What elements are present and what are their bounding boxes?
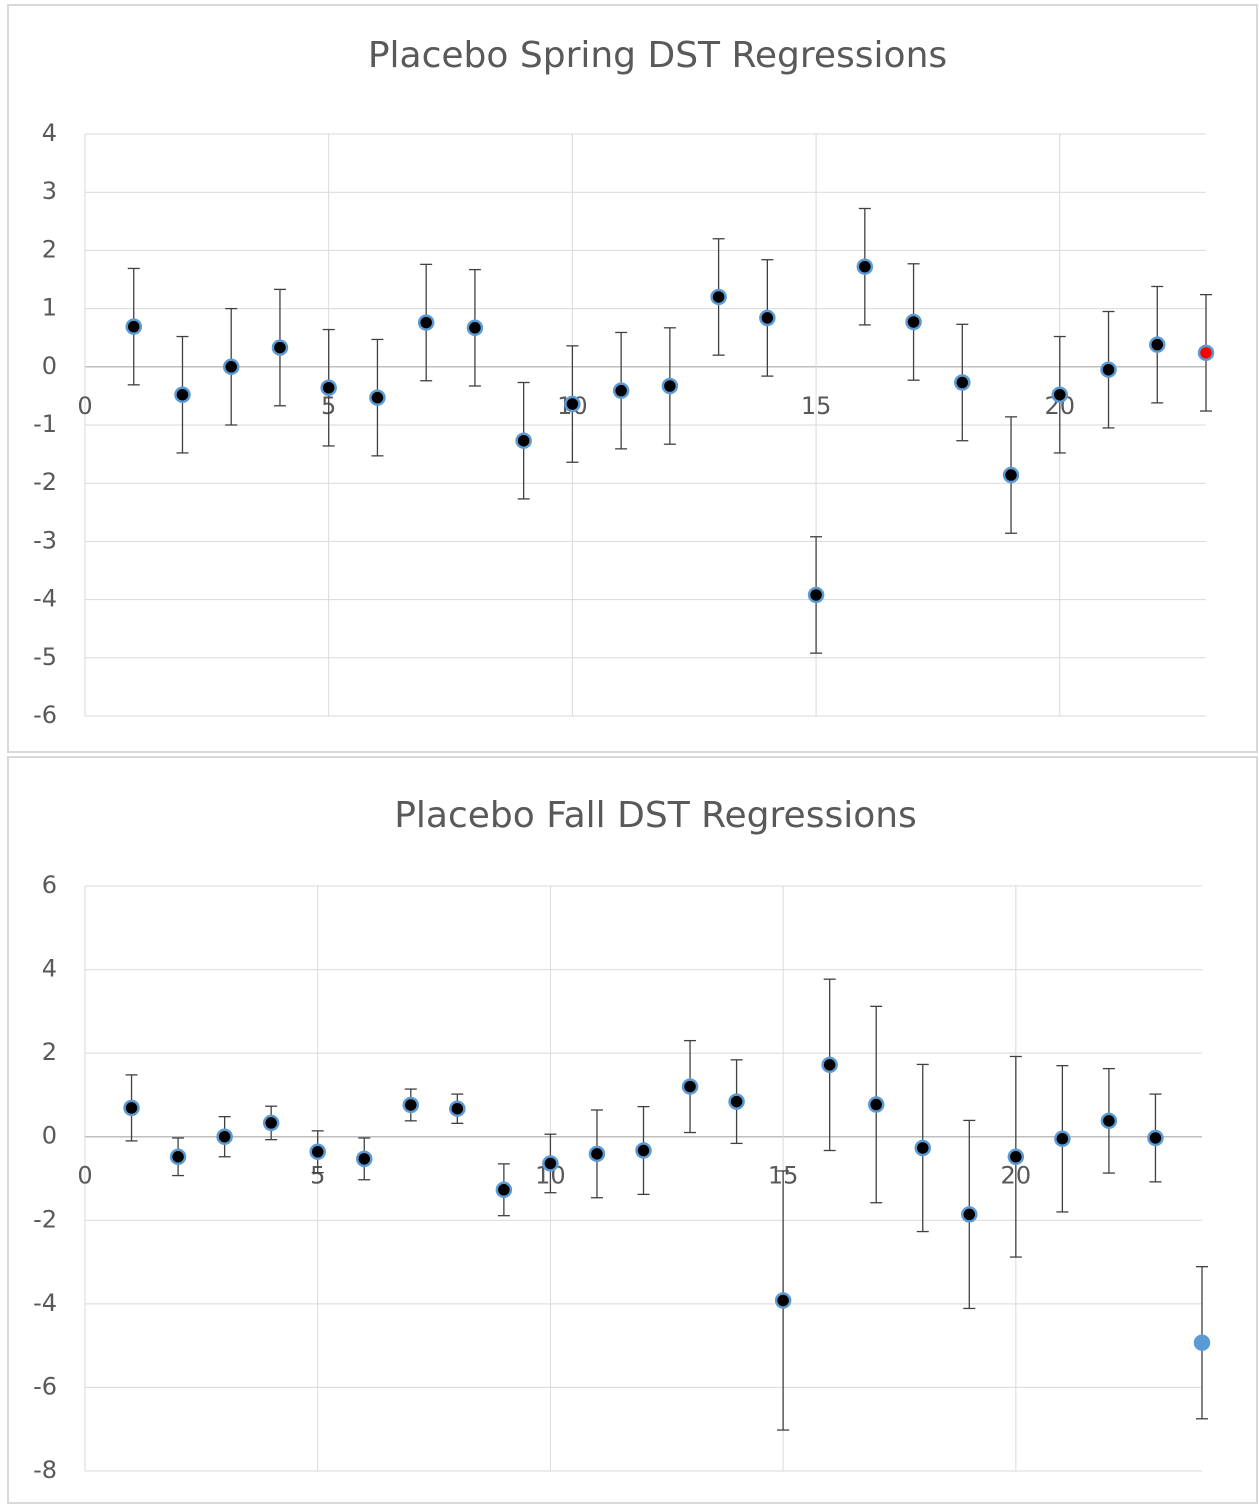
data-point xyxy=(807,586,825,604)
data-point xyxy=(1147,1129,1164,1147)
data-point xyxy=(542,1155,559,1172)
y-tick-label: 0 xyxy=(42,1122,57,1150)
y-tick-label: -2 xyxy=(33,1205,57,1233)
data-point xyxy=(123,1099,140,1117)
data-point xyxy=(564,395,581,413)
data-point xyxy=(867,1096,885,1113)
y-tick-label: 6 xyxy=(42,871,57,899)
y-tick-label: -2 xyxy=(33,468,57,496)
data-point xyxy=(612,382,630,399)
y-tick-label: 3 xyxy=(42,177,57,205)
y-tick-label: 0 xyxy=(42,352,57,380)
data-point xyxy=(222,358,240,376)
chart-title: Placebo Spring DST Regressions xyxy=(368,35,947,76)
data-point xyxy=(728,1093,745,1110)
x-tick-label: 0 xyxy=(77,1162,92,1190)
y-tick-label: 4 xyxy=(42,955,57,983)
data-point xyxy=(774,1292,792,1309)
y-tick-label: -6 xyxy=(33,1372,57,1400)
y-tick-label: -1 xyxy=(33,410,57,438)
y-tick-label: 2 xyxy=(42,235,57,263)
y-tick-label: -3 xyxy=(33,526,57,554)
data-point xyxy=(681,1078,699,1095)
data-point xyxy=(1051,386,1069,403)
y-tick-label: 2 xyxy=(42,1038,57,1066)
data-point xyxy=(402,1096,420,1114)
data-point xyxy=(1100,361,1117,378)
y-tick-label: 1 xyxy=(42,294,57,322)
data-point xyxy=(271,339,289,356)
data-point xyxy=(449,1100,466,1117)
data-point xyxy=(1007,1148,1025,1166)
data-point xyxy=(635,1142,652,1159)
data-point xyxy=(914,1139,931,1157)
data-point xyxy=(905,313,922,331)
x-tick-label: 0 xyxy=(77,392,92,420)
data-point xyxy=(1197,344,1215,362)
data-point xyxy=(1100,1112,1118,1130)
chart-panel xyxy=(7,756,1258,1504)
data-point xyxy=(954,374,971,391)
data-point xyxy=(515,432,532,449)
data-point xyxy=(262,1114,280,1132)
data-point xyxy=(174,386,191,403)
data-point xyxy=(466,319,484,337)
data-point xyxy=(417,314,435,331)
data-point xyxy=(216,1128,233,1145)
x-tick-label: 15 xyxy=(801,392,832,420)
data-point xyxy=(309,1143,326,1161)
y-tick-label: -4 xyxy=(33,585,57,613)
data-point xyxy=(1054,1130,1071,1148)
data-point xyxy=(125,318,142,335)
y-tick-label: -5 xyxy=(33,643,57,671)
data-point xyxy=(1193,1334,1211,1351)
data-point xyxy=(759,309,776,327)
data-point xyxy=(369,389,386,406)
data-point xyxy=(821,1056,838,1074)
data-point xyxy=(169,1148,187,1166)
data-point xyxy=(356,1150,373,1168)
data-point xyxy=(320,379,337,397)
chart-title: Placebo Fall DST Regressions xyxy=(394,795,917,836)
data-point xyxy=(961,1206,978,1223)
data-point xyxy=(1002,466,1020,484)
y-tick-label: -8 xyxy=(33,1456,57,1484)
data-point xyxy=(661,377,679,395)
y-tick-label: 4 xyxy=(42,119,57,147)
y-tick-label: -4 xyxy=(33,1289,57,1317)
data-point xyxy=(710,288,727,306)
data-point xyxy=(856,258,874,275)
y-tick-label: -6 xyxy=(33,701,57,729)
data-point xyxy=(588,1145,606,1163)
chart-panel xyxy=(7,4,1258,753)
data-point xyxy=(495,1181,513,1199)
x-tick-label: 5 xyxy=(310,1162,325,1190)
data-point xyxy=(1149,336,1166,353)
